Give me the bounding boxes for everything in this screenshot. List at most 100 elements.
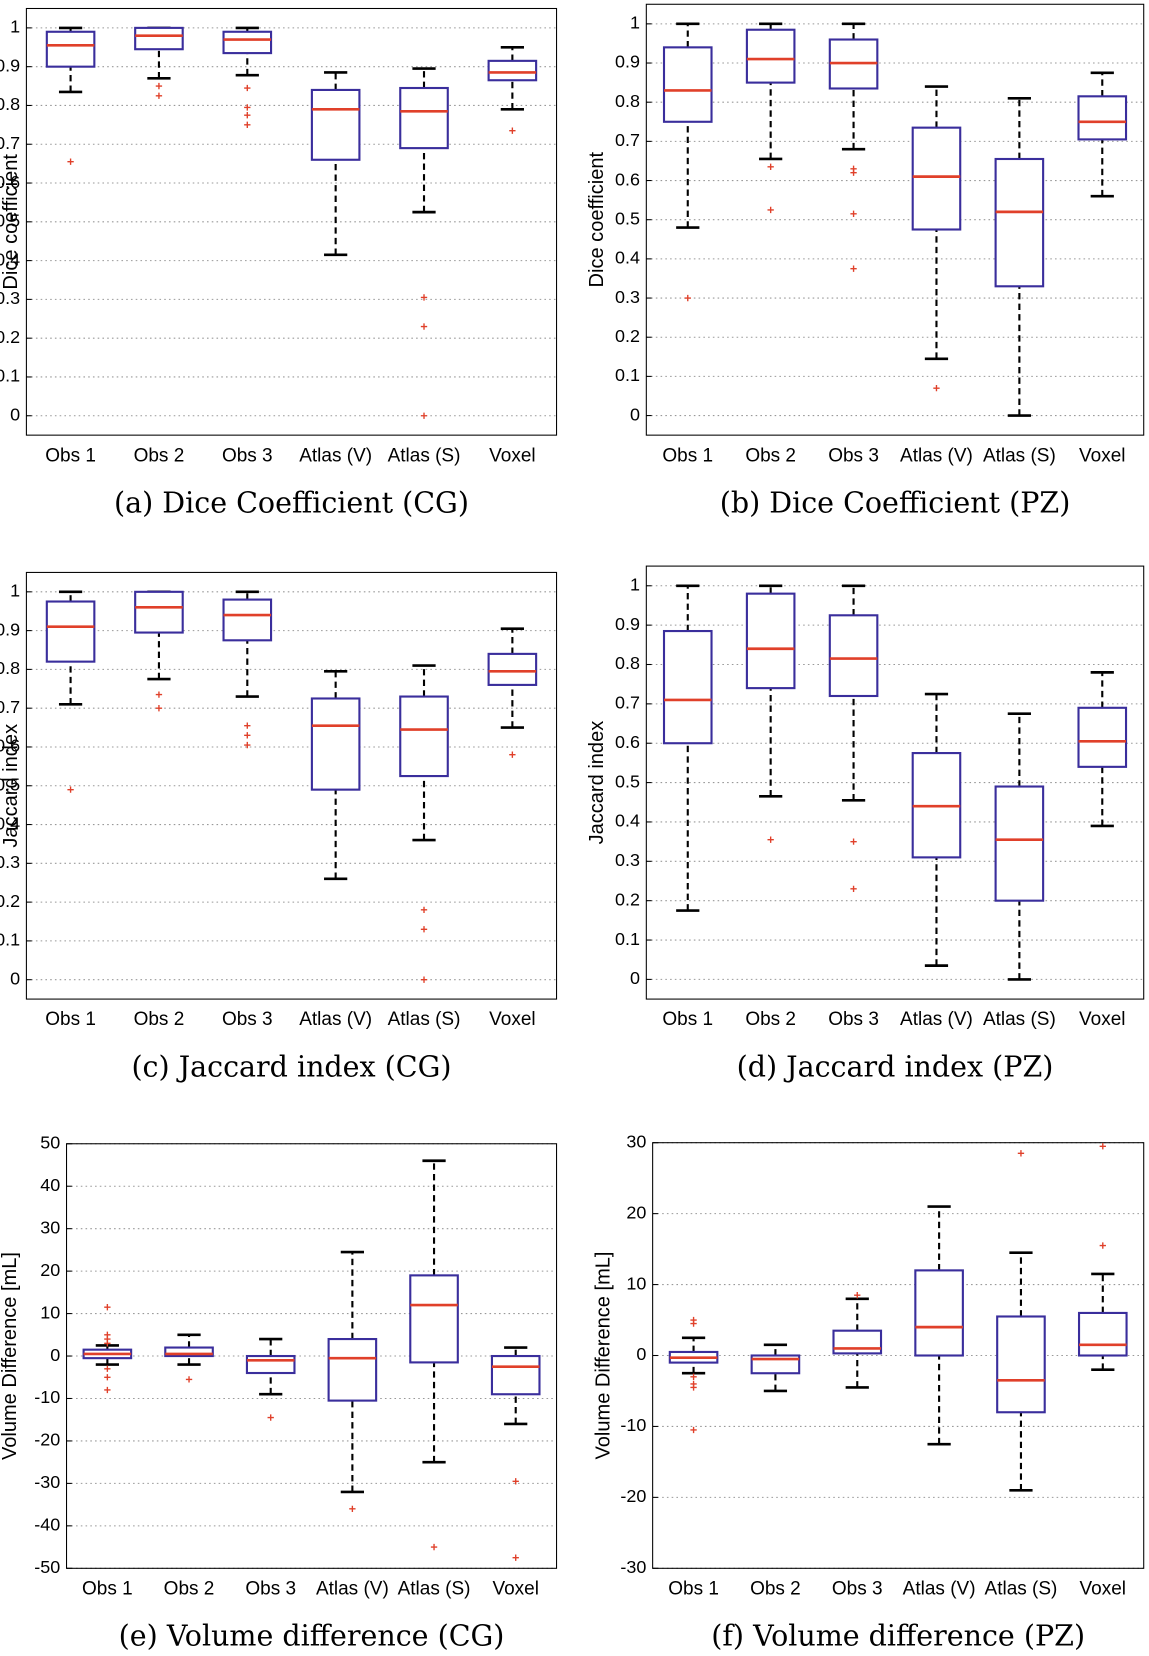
outlier xyxy=(420,976,428,983)
box xyxy=(222,598,273,642)
y-tick-label: 20 xyxy=(626,1202,646,1222)
box xyxy=(1077,706,1128,768)
y-tick-label: -10 xyxy=(34,1387,60,1407)
y-tick-label: 1 xyxy=(630,13,640,33)
box xyxy=(828,614,879,698)
x-tick-label: Atlas (V) xyxy=(900,445,973,466)
box xyxy=(487,652,538,686)
y-axis-label: Jaccard index xyxy=(0,724,22,848)
outlier xyxy=(509,751,516,758)
outlier xyxy=(850,169,857,176)
x-tick-label: Obs 2 xyxy=(164,1578,215,1599)
y-tick-label: 0 xyxy=(10,404,20,424)
chart-caption: (b) Dice Coefficient (PZ) xyxy=(720,486,1071,519)
x-tick-label: Atlas (S) xyxy=(388,1009,461,1030)
box xyxy=(996,1315,1046,1414)
y-axis-label: Dice coefficient xyxy=(0,154,22,290)
x-tick-label: Obs 1 xyxy=(668,1578,719,1599)
x-tick-label: Obs 1 xyxy=(45,445,96,466)
x-tick-label: Voxel xyxy=(489,445,535,466)
y-tick-label: 0.6 xyxy=(0,172,20,192)
outlier xyxy=(155,82,163,90)
box xyxy=(409,1274,459,1364)
x-tick-label: Obs 2 xyxy=(134,445,185,466)
x-tick-label: Atlas (S) xyxy=(983,445,1056,466)
y-tick-label: 20 xyxy=(40,1260,60,1280)
box xyxy=(832,1329,883,1355)
y-tick-label: 0.2 xyxy=(0,327,20,347)
x-tick-label: Atlas (V) xyxy=(299,1009,372,1030)
box xyxy=(745,28,796,84)
y-tick-label: 0.7 xyxy=(0,697,20,717)
y-tick-label: 0.1 xyxy=(0,930,20,950)
y-tick-label: 0.9 xyxy=(0,619,20,639)
chart-caption: (c) Jaccard index (CG) xyxy=(131,1050,451,1083)
y-tick-label: 0.2 xyxy=(615,326,640,346)
outlier xyxy=(267,1414,274,1421)
x-tick-label: Atlas (S) xyxy=(983,1009,1056,1030)
box xyxy=(487,59,538,82)
outlier xyxy=(420,926,428,933)
outlier xyxy=(1017,1150,1025,1157)
box xyxy=(327,1337,378,1402)
y-tick-label: 0.5 xyxy=(615,208,640,228)
y-tick-label: 0.9 xyxy=(0,55,20,75)
outlier xyxy=(104,1365,111,1372)
outlier xyxy=(767,163,774,170)
x-tick-label: Atlas (V) xyxy=(900,1009,973,1030)
outlier xyxy=(512,1554,519,1561)
x-tick-label: Obs 1 xyxy=(662,1009,713,1030)
outlier xyxy=(104,1386,111,1394)
y-tick-label: 0.5 xyxy=(0,774,20,794)
x-tick-label: Obs 3 xyxy=(245,1578,296,1599)
y-tick-label: 0.4 xyxy=(615,811,640,831)
x-tick-label: Atlas (S) xyxy=(388,445,461,466)
outlier xyxy=(349,1505,356,1513)
outlier xyxy=(690,1384,697,1391)
outlier xyxy=(1099,1143,1106,1150)
x-tick-label: Atlas (V) xyxy=(903,1578,976,1599)
chart-caption: (d) Jaccard index (PZ) xyxy=(737,1050,1054,1083)
y-tick-label: 1 xyxy=(630,575,640,595)
box xyxy=(134,590,184,634)
box xyxy=(45,30,96,68)
y-tick-label: 1 xyxy=(10,581,20,601)
y-tick-label: 0.8 xyxy=(615,653,640,673)
outlier xyxy=(420,294,428,301)
outlier xyxy=(512,1478,519,1485)
outlier xyxy=(244,722,251,729)
y-tick-label: 40 xyxy=(40,1175,60,1195)
x-tick-label: Obs 2 xyxy=(134,1009,185,1030)
y-tick-label: 0.3 xyxy=(615,850,640,870)
outlier xyxy=(933,384,940,392)
outlier xyxy=(67,786,74,793)
y-tick-label: 0.4 xyxy=(0,813,20,833)
y-tick-label: -20 xyxy=(34,1430,60,1450)
plot-frame xyxy=(645,3,1145,436)
outlier xyxy=(104,1374,111,1381)
outlier xyxy=(854,1292,861,1299)
y-tick-label: 0.1 xyxy=(0,366,20,386)
outlier xyxy=(767,206,774,214)
plot-frame xyxy=(66,1143,558,1569)
outlier xyxy=(155,705,163,712)
box xyxy=(1077,1311,1128,1357)
outlier xyxy=(690,1426,697,1434)
outlier xyxy=(430,1543,438,1551)
x-tick-label: Obs 2 xyxy=(745,1009,796,1030)
y-tick-label: 0.4 xyxy=(615,248,640,268)
y-tick-label: 0.2 xyxy=(0,891,20,911)
x-tick-label: Obs 1 xyxy=(82,1578,133,1599)
box xyxy=(1077,95,1128,141)
outlier xyxy=(850,885,857,893)
plot-frame xyxy=(25,7,558,436)
chart-caption: (e) Volume difference (CG) xyxy=(119,1620,505,1653)
box xyxy=(164,1346,214,1358)
y-tick-label: -10 xyxy=(620,1415,646,1435)
y-tick-label: 10 xyxy=(626,1273,646,1293)
outlier xyxy=(244,121,251,129)
box xyxy=(994,785,1045,902)
y-axis-label: Volume Difference [mL] xyxy=(0,1252,21,1460)
box xyxy=(745,592,796,690)
